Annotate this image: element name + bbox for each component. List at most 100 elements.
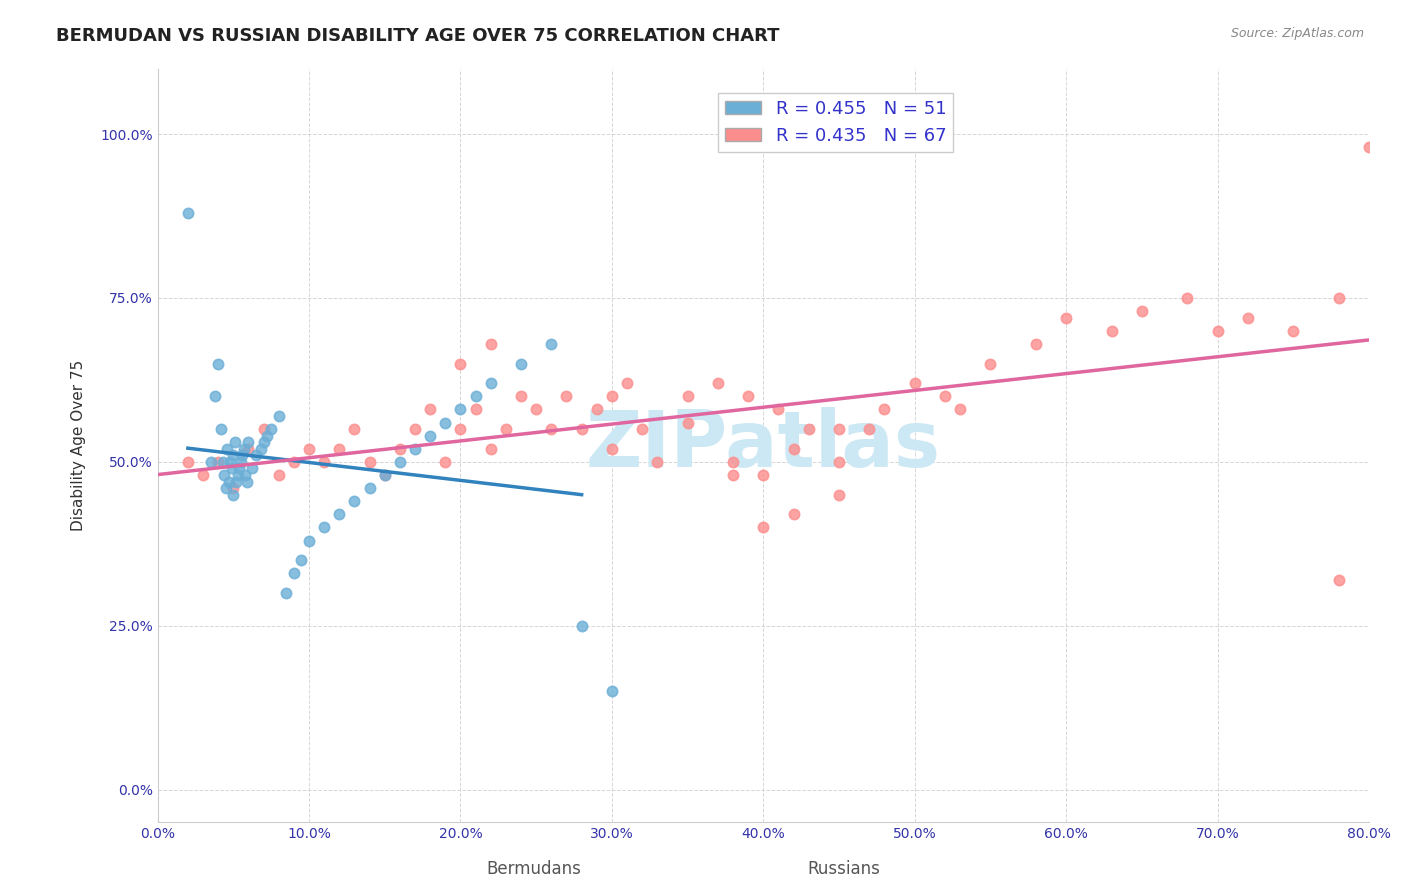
Text: Source: ZipAtlas.com: Source: ZipAtlas.com xyxy=(1230,27,1364,40)
Point xyxy=(631,422,654,436)
Point xyxy=(616,376,638,391)
Point xyxy=(283,455,305,469)
Point xyxy=(434,416,457,430)
Point xyxy=(464,402,486,417)
Point xyxy=(404,442,426,456)
Point xyxy=(934,389,956,403)
Point xyxy=(240,461,263,475)
Point xyxy=(873,402,896,417)
Point xyxy=(260,422,283,436)
Point xyxy=(450,422,472,436)
Point xyxy=(1327,573,1350,587)
Point xyxy=(1054,310,1077,325)
Point xyxy=(328,508,350,522)
Y-axis label: Disability Age Over 75: Disability Age Over 75 xyxy=(72,359,86,531)
Point xyxy=(207,455,229,469)
Point xyxy=(374,468,396,483)
Point xyxy=(222,488,245,502)
Point xyxy=(298,533,321,548)
Point xyxy=(245,448,267,462)
Point xyxy=(1101,324,1123,338)
Point xyxy=(721,455,744,469)
Point xyxy=(828,455,851,469)
Point xyxy=(571,619,593,633)
Point xyxy=(217,442,239,456)
Text: BERMUDAN VS RUSSIAN DISABILITY AGE OVER 75 CORRELATION CHART: BERMUDAN VS RUSSIAN DISABILITY AGE OVER … xyxy=(56,27,780,45)
Point xyxy=(226,468,249,483)
Point xyxy=(359,455,381,469)
Point xyxy=(328,442,350,456)
Point xyxy=(276,586,298,600)
Point xyxy=(676,416,699,430)
Point xyxy=(388,455,411,469)
Text: Russians: Russians xyxy=(807,860,880,878)
Point xyxy=(510,357,533,371)
Point xyxy=(707,376,730,391)
Point xyxy=(404,422,426,436)
Point xyxy=(510,389,533,403)
Point xyxy=(374,468,396,483)
Point xyxy=(479,376,502,391)
Point xyxy=(782,508,804,522)
Point xyxy=(219,455,242,469)
Point xyxy=(236,475,259,489)
Point xyxy=(238,442,260,456)
Point xyxy=(828,422,851,436)
Point xyxy=(177,206,200,220)
Point xyxy=(343,494,366,508)
Point xyxy=(283,566,305,581)
Point xyxy=(600,684,623,698)
Point xyxy=(979,357,1001,371)
Point xyxy=(1175,291,1198,305)
Point xyxy=(212,468,235,483)
Point xyxy=(1025,337,1047,351)
Text: ZIPatlas: ZIPatlas xyxy=(586,408,941,483)
Point xyxy=(267,468,290,483)
Point xyxy=(768,402,790,417)
Point xyxy=(419,428,441,442)
Point xyxy=(450,357,472,371)
Point xyxy=(252,435,274,450)
Point xyxy=(782,442,804,456)
Point xyxy=(737,389,759,403)
Point xyxy=(797,422,820,436)
Point xyxy=(232,442,254,456)
Point xyxy=(229,455,252,469)
Point xyxy=(177,455,200,469)
Point xyxy=(215,481,238,495)
Text: Bermudans: Bermudans xyxy=(486,860,582,878)
Point xyxy=(464,389,486,403)
Point xyxy=(235,468,257,483)
Legend: R = 0.455   N = 51, R = 0.435   N = 67: R = 0.455 N = 51, R = 0.435 N = 67 xyxy=(718,93,953,153)
Point xyxy=(231,448,253,462)
Point xyxy=(600,442,623,456)
Point xyxy=(1358,140,1381,154)
Point xyxy=(571,422,593,436)
Point xyxy=(450,402,472,417)
Point xyxy=(228,461,250,475)
Point xyxy=(249,442,271,456)
Point xyxy=(858,422,880,436)
Point xyxy=(238,435,260,450)
Point xyxy=(676,389,699,403)
Point xyxy=(434,455,457,469)
Point xyxy=(600,389,623,403)
Point xyxy=(1282,324,1305,338)
Point xyxy=(752,520,775,534)
Point xyxy=(256,428,278,442)
Point xyxy=(1327,291,1350,305)
Point xyxy=(828,488,851,502)
Point xyxy=(419,402,441,417)
Point xyxy=(647,455,669,469)
Point xyxy=(495,422,517,436)
Point xyxy=(252,422,274,436)
Point xyxy=(949,402,972,417)
Point xyxy=(1130,304,1153,318)
Point xyxy=(479,442,502,456)
Point xyxy=(585,402,607,417)
Point xyxy=(221,461,243,475)
Point xyxy=(721,468,744,483)
Point xyxy=(388,442,411,456)
Point xyxy=(479,337,502,351)
Point xyxy=(191,468,214,483)
